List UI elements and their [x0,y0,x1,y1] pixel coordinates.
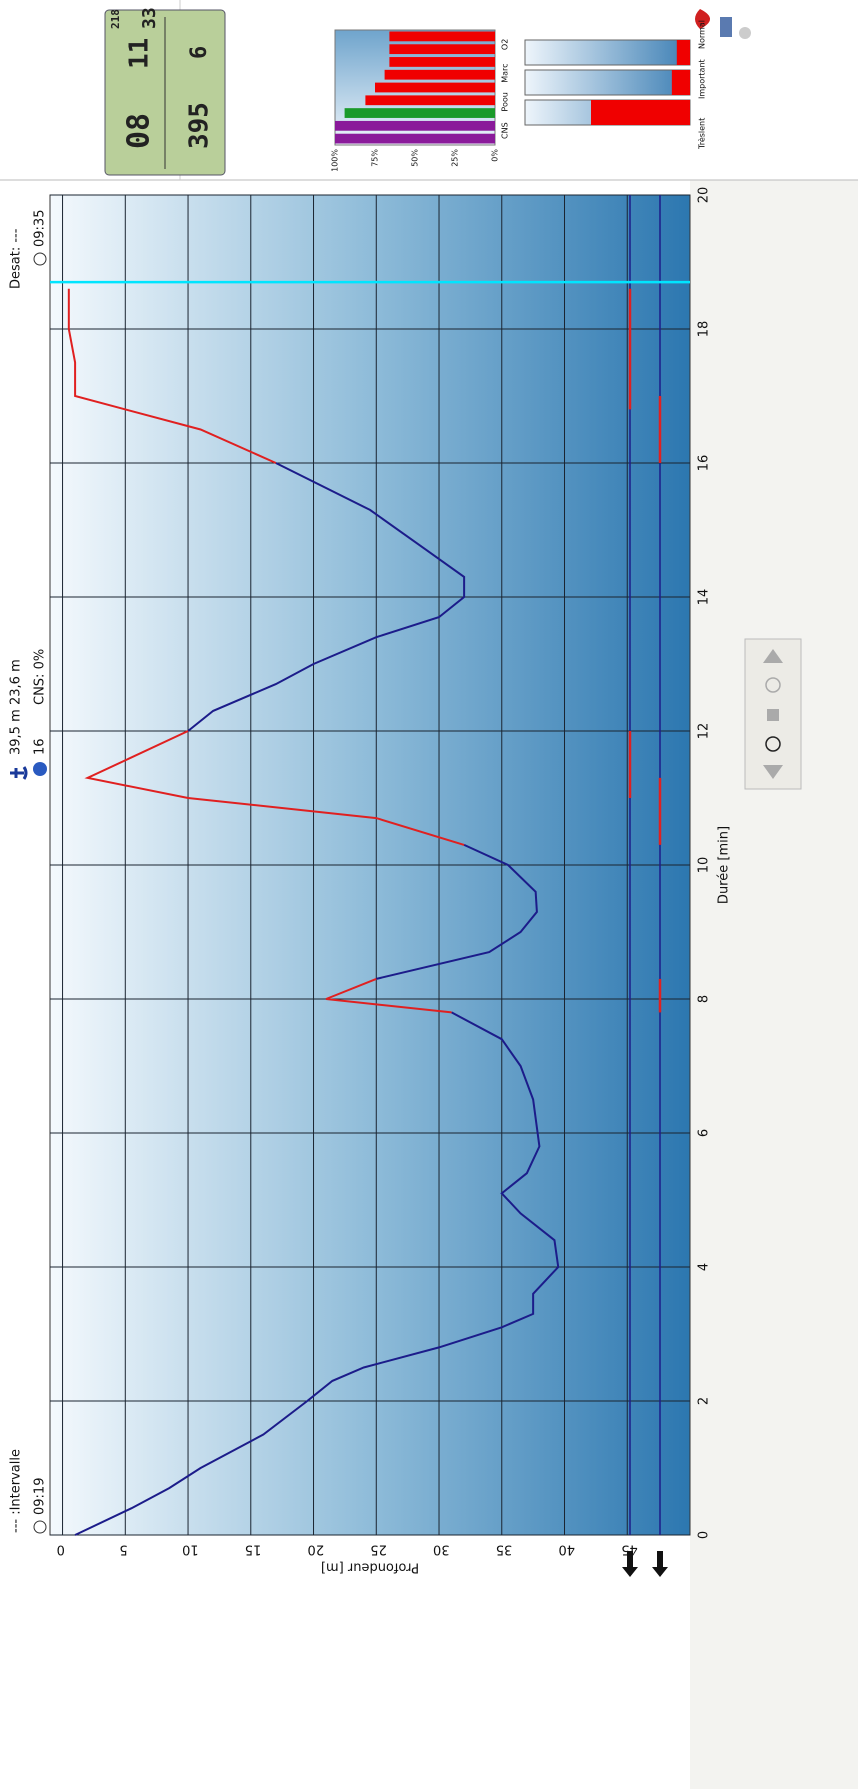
y-tick-label: 20 [308,1542,325,1557]
x-tick-label: 16 [697,455,712,472]
sat-bar [375,83,495,93]
y-tick-label: 45 [621,1542,638,1557]
end-time: 09:35 [33,210,48,247]
tissue-label: Trèslent [697,118,707,150]
sat-bar [385,70,495,80]
tissue-bar-bg [525,70,690,95]
toolbar [745,639,801,789]
sat-bar [389,44,495,54]
page: --- :Intervalle 09:19 39,5 m 16 23,6 m C… [0,0,858,1789]
x-tick-label: 2 [697,1397,712,1405]
duration-icon [33,762,47,776]
y-tick-label: 5 [119,1542,127,1557]
lcd-time: 08 [122,113,157,149]
sat-bar [365,95,495,105]
y-tick-label: 10 [182,1542,199,1557]
clock-icon [34,253,46,265]
cns-value: CNS: 0% [33,649,48,705]
y-axis-title: Profondeur [m] [321,1560,419,1575]
tissue-bar [672,70,690,95]
sat-group-label: Poou [501,92,510,111]
x-axis-title: Durée [min] [717,826,732,904]
x-tick-label: 12 [697,723,712,740]
sat-group-label: Marc [501,63,510,82]
fish-icon [739,27,751,39]
x-tick-label: 18 [697,321,712,338]
lcd-deco: 33 [139,7,160,29]
sat-bar [335,134,495,144]
y-tick-label: 35 [496,1542,513,1557]
sat-group-label: CNS [501,122,510,139]
tank-icon [720,17,732,37]
tissue-label: Normal [698,20,707,49]
sat-tick-label: 0% [491,149,500,162]
x-tick-label: 0 [697,1531,712,1539]
y-tick-label: 0 [57,1542,65,1557]
lcd-temp: 395 [185,102,215,149]
sat-group-label: O2 [501,39,510,50]
x-tick-label: 8 [697,995,712,1003]
footer-area [690,180,858,1789]
max-depth: 39,5 m [9,709,24,755]
avg-depth: 23,6 m [9,659,24,705]
y-tick-label: 15 [245,1542,262,1557]
sat-tick-label: 75% [371,149,380,167]
sat-tick-label: 100% [331,149,340,172]
x-tick-label: 14 [697,589,712,606]
x-tick-label: 10 [697,857,712,874]
tissue-bar [677,40,690,65]
rotated-view: --- :Intervalle 09:19 39,5 m 16 23,6 m C… [0,0,858,1789]
start-time: 09:19 [33,1478,48,1515]
tissue-label: Important [698,59,707,99]
sat-bar [345,108,495,118]
y-tick-label: 40 [559,1542,576,1557]
x-tick-label: 4 [697,1263,712,1271]
interval-label: --- :Intervalle [9,1449,24,1533]
x-tick-label: 20 [697,187,712,204]
sat-bar [389,32,495,42]
sat-bar [335,121,495,131]
sat-tick-label: 25% [451,149,460,167]
y-tick-label: 30 [433,1542,450,1557]
x-tick-label: 6 [697,1129,712,1137]
dive-time: 16 [33,738,48,755]
tissue-bar-bg [525,40,690,65]
desat: Desat: --- [9,228,24,289]
lcd-ndl: 6 [187,46,212,59]
lcd-depth: 11 [125,38,155,69]
tissue-bar [591,100,690,125]
lcd-max: 218 [109,9,122,29]
stop-button[interactable] [767,709,779,721]
sat-tick-label: 50% [411,149,420,167]
sat-bar [389,57,495,67]
clock-icon [34,1521,46,1533]
app-window: --- :Intervalle 09:19 39,5 m 16 23,6 m C… [0,0,858,1789]
y-tick-label: 25 [370,1542,387,1557]
